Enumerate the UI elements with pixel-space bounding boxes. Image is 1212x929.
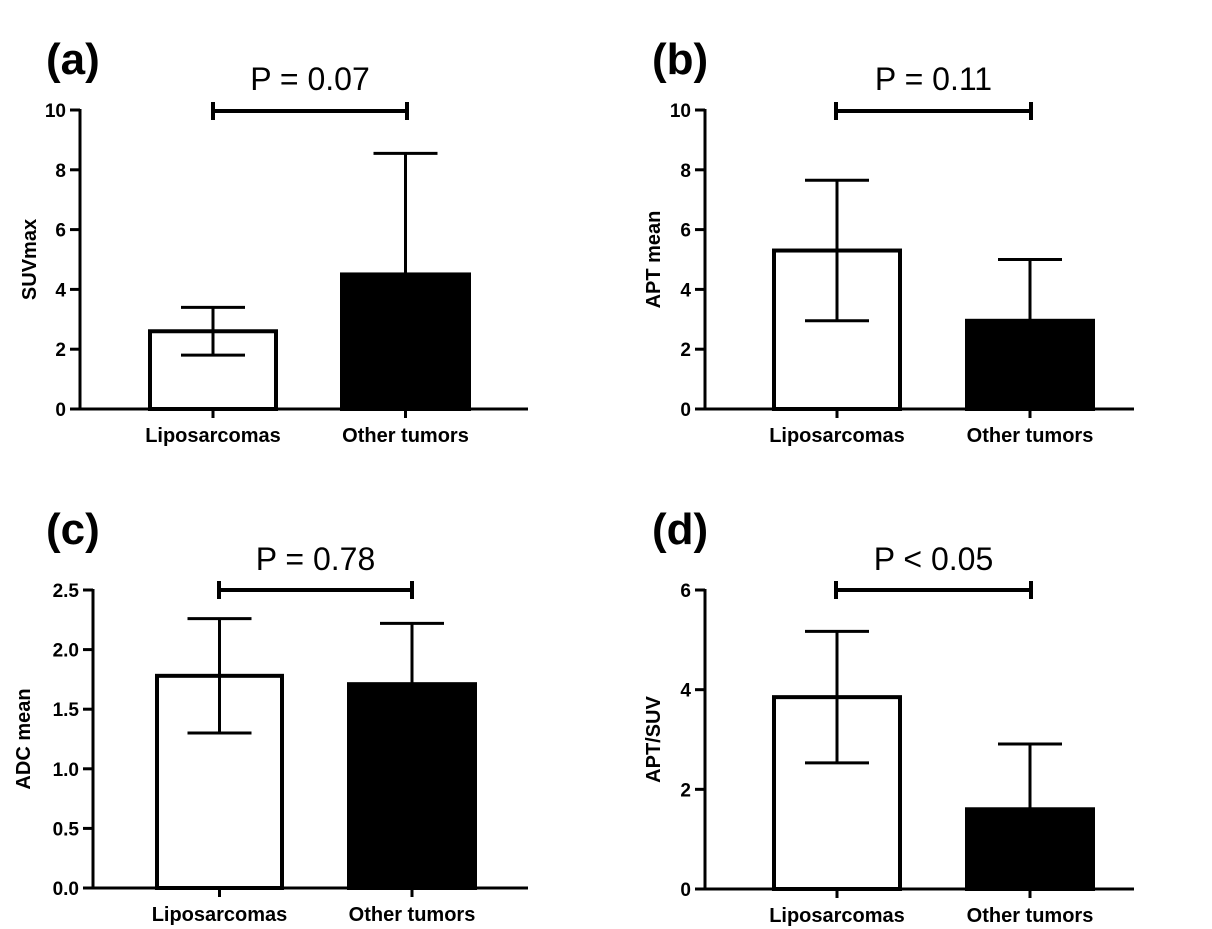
y-tick-label: 6: [55, 221, 66, 242]
x-tick-label: Liposarcomas: [769, 905, 905, 927]
y-tick-label: 4: [680, 681, 691, 702]
chart-panel-c: (c) P = 0.78 Liposarcomas Other tumors 0.0 0.…: [0, 464, 606, 929]
y-tick-label: 6: [680, 221, 691, 242]
y-tick-label: 2: [680, 340, 691, 361]
x-tick-label: Other tumors: [342, 425, 469, 447]
y-tick-label: 10: [670, 101, 691, 122]
y-axis-label: APT/SUV: [643, 696, 665, 783]
y-tick-label: 8: [55, 161, 66, 182]
p-value-label: P = 0.07: [250, 61, 370, 97]
y-tick-label: 2.0: [53, 641, 79, 662]
x-tick-label: Other tumors: [967, 905, 1094, 927]
bar-other-tumors: [965, 318, 1095, 412]
y-axis-label: SUVmax: [19, 219, 41, 300]
y-tick-label: 4: [680, 280, 691, 301]
x-tick-label: Liposarcomas: [145, 425, 281, 447]
panel-label: (c): [46, 505, 100, 554]
chart-panel-b: (b) P = 0.11 Liposarcomas Other tumors 0 2 4 6 8…: [606, 0, 1212, 464]
y-tick-label: 1.0: [53, 760, 79, 781]
panel-label: (a): [46, 35, 100, 84]
y-tick-label: 0: [55, 400, 66, 421]
x-tick-label: Liposarcomas: [769, 425, 905, 447]
p-value-label: P < 0.05: [874, 541, 994, 577]
chart-panel-d: (d) P < 0.05 Liposarcomas Other tumors 0 2 4 6 A…: [606, 464, 1212, 929]
p-value-label: P = 0.11: [875, 61, 992, 97]
bar-other-tumors: [347, 682, 477, 890]
y-tick-label: 4: [55, 280, 66, 301]
y-axis-label: ADC mean: [13, 688, 35, 789]
chart-svg: (c) P = 0.78 Liposarcomas Other tumors 0.0 0.…: [13, 505, 528, 926]
y-tick-label: 0: [680, 880, 691, 901]
chart-svg: (d) P < 0.05 Liposarcomas Other tumors 0 2 4 6 A…: [643, 505, 1134, 927]
bar-other-tumors: [965, 807, 1095, 891]
y-tick-label: 8: [680, 161, 691, 182]
chart-svg: (a) P = 0.07 Liposarcomas Other tumors 0 2 4 6 8…: [19, 35, 528, 447]
y-tick-label: 10: [45, 101, 66, 122]
x-tick-label: Liposarcomas: [152, 904, 288, 926]
y-tick-label: 2: [680, 780, 691, 801]
y-tick-label: 2.5: [53, 581, 80, 602]
y-tick-label: 1.5: [53, 700, 80, 721]
y-axis-label: APT mean: [643, 211, 665, 309]
p-value-label: P = 0.78: [256, 541, 376, 577]
chart-svg: (b) P = 0.11 Liposarcomas Other tumors 0 2 4 6 8…: [643, 35, 1134, 447]
y-tick-label: 6: [680, 581, 691, 602]
panel-label: (d): [652, 505, 708, 554]
panel-label: (b): [652, 35, 708, 84]
x-tick-label: Other tumors: [967, 425, 1094, 447]
y-tick-label: 0: [680, 400, 691, 421]
bar-other-tumors: [340, 272, 471, 412]
y-tick-label: 0.0: [53, 879, 79, 900]
y-tick-label: 0.5: [53, 819, 80, 840]
x-tick-label: Other tumors: [349, 904, 476, 926]
y-tick-label: 2: [55, 340, 66, 361]
chart-panel-a: (a) P = 0.07 Liposarcomas Other tumors 0 2 4 6 8…: [0, 0, 606, 464]
